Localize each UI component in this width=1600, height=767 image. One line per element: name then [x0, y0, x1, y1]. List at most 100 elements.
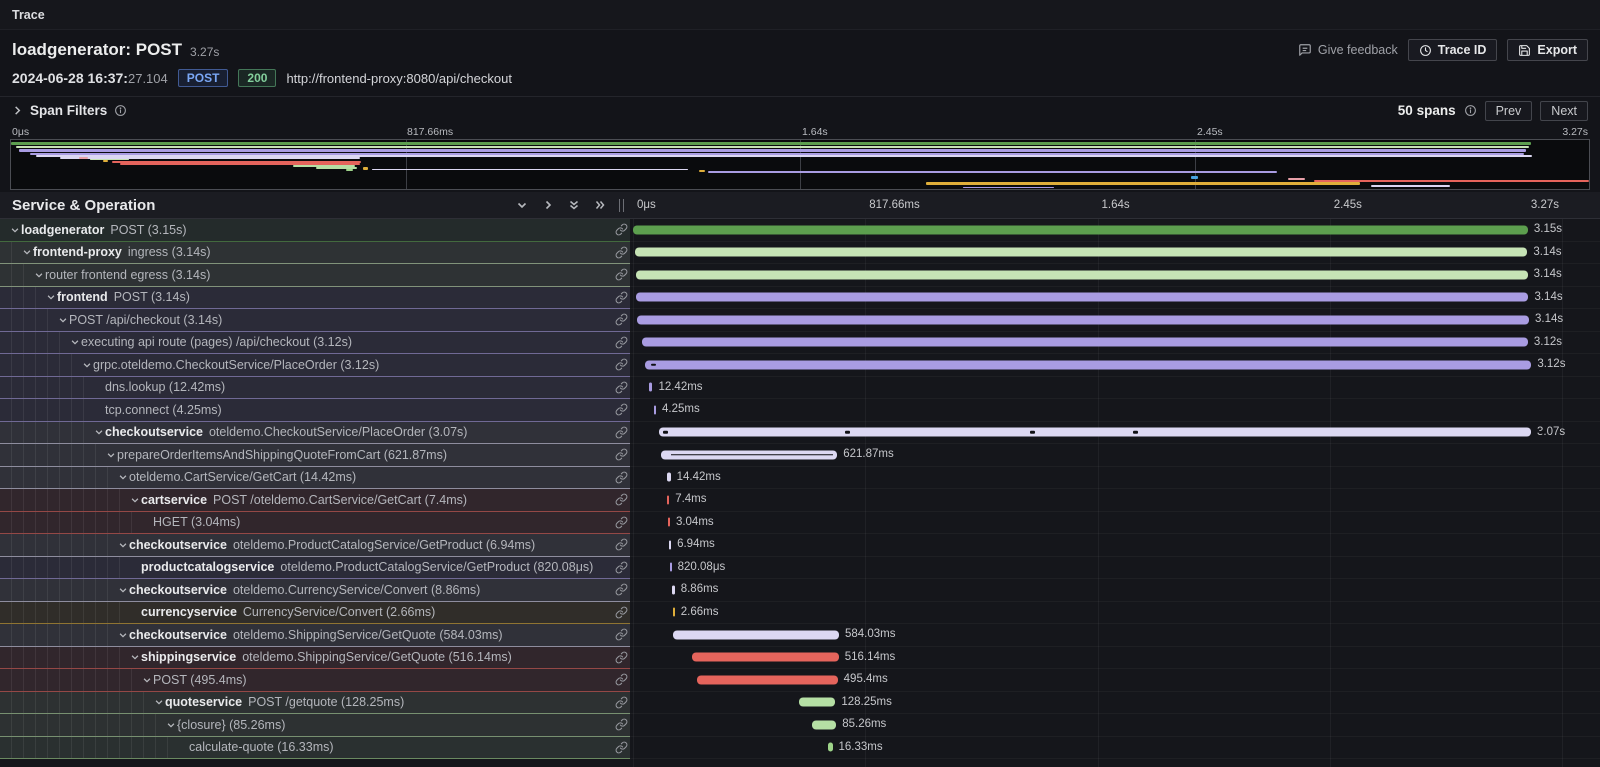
- chevron-down-icon[interactable]: [117, 540, 129, 550]
- span-bar[interactable]: [633, 225, 1528, 234]
- span-bar-cell[interactable]: 3.15s: [630, 219, 1600, 242]
- span-bar-cell[interactable]: 2.66ms: [630, 602, 1600, 625]
- span-link-icon[interactable]: [612, 512, 630, 535]
- span-name-cell[interactable]: POST /api/checkout (3.14s): [0, 309, 612, 332]
- span-link-icon[interactable]: [612, 287, 630, 310]
- chevron-down-icon[interactable]: [57, 315, 69, 325]
- span-link-icon[interactable]: [612, 602, 630, 625]
- span-name-cell[interactable]: router frontend egress (3.14s): [0, 264, 612, 287]
- span-bar[interactable]: [645, 360, 1531, 369]
- span-name-cell[interactable]: dns.lookup (12.42ms): [0, 377, 612, 400]
- chevron-down-icon[interactable]: [165, 720, 177, 730]
- span-row[interactable]: cartservicePOST /oteldemo.CartService/Ge…: [0, 489, 1600, 512]
- span-link-icon[interactable]: [612, 242, 630, 265]
- span-row[interactable]: oteldemo.CartService/GetCart (14.42ms) 14…: [0, 467, 1600, 490]
- span-name-cell[interactable]: quoteservicePOST /getquote (128.25ms): [0, 692, 612, 715]
- span-bar-cell[interactable]: 16.33ms: [630, 737, 1600, 760]
- expand-one-icon[interactable]: [542, 199, 554, 211]
- span-bar-cell[interactable]: 495.4ms: [630, 669, 1600, 692]
- span-bar-cell[interactable]: 3.14s: [630, 309, 1600, 332]
- span-bar[interactable]: [697, 675, 838, 684]
- span-bar[interactable]: [654, 405, 656, 414]
- collapse-all-icon[interactable]: [568, 199, 580, 211]
- chevron-down-icon[interactable]: [9, 225, 21, 235]
- info-icon[interactable]: [1464, 104, 1477, 117]
- span-bar[interactable]: [673, 608, 675, 617]
- span-bar-cell[interactable]: 3.14s: [630, 264, 1600, 287]
- chevron-down-icon[interactable]: [69, 337, 81, 347]
- span-name-cell[interactable]: prepareOrderItemsAndShippingQuoteFromCar…: [0, 444, 612, 467]
- span-name-cell[interactable]: executing api route (pages) /api/checkou…: [0, 332, 612, 355]
- span-bar[interactable]: [636, 270, 1528, 279]
- span-bar-cell[interactable]: 85.26ms: [630, 714, 1600, 737]
- trace-id-button[interactable]: Trace ID: [1408, 39, 1498, 61]
- span-name-cell[interactable]: {closure} (85.26ms): [0, 714, 612, 737]
- span-name-cell[interactable]: grpc.oteldemo.CheckoutService/PlaceOrder…: [0, 354, 612, 377]
- span-row[interactable]: POST /api/checkout (3.14s) 3.14s: [0, 309, 1600, 332]
- span-row[interactable]: executing api route (pages) /api/checkou…: [0, 332, 1600, 355]
- span-row[interactable]: shippingserviceoteldemo.ShippingService/…: [0, 647, 1600, 670]
- span-bar[interactable]: [667, 495, 669, 504]
- span-bar[interactable]: [649, 383, 653, 392]
- span-bar[interactable]: [828, 743, 833, 752]
- span-bar-cell[interactable]: 3.12s: [630, 354, 1600, 377]
- span-link-icon[interactable]: [612, 467, 630, 490]
- span-name-cell[interactable]: currencyserviceCurrencyService/Convert (…: [0, 602, 612, 625]
- span-link-icon[interactable]: [612, 332, 630, 355]
- span-bar-cell[interactable]: 820.08μs: [630, 557, 1600, 580]
- chevron-down-icon[interactable]: [21, 247, 33, 257]
- span-name-cell[interactable]: productcatalogserviceoteldemo.ProductCat…: [0, 557, 612, 580]
- span-link-icon[interactable]: [612, 444, 630, 467]
- span-bar[interactable]: [670, 563, 672, 572]
- span-name-cell[interactable]: POST (495.4ms): [0, 669, 612, 692]
- span-name-cell[interactable]: checkoutserviceoteldemo.CheckoutService/…: [0, 422, 612, 445]
- export-button[interactable]: Export: [1507, 39, 1588, 61]
- span-name-cell[interactable]: oteldemo.CartService/GetCart (14.42ms): [0, 467, 612, 490]
- span-bar-cell[interactable]: 14.42ms: [630, 467, 1600, 490]
- span-bar[interactable]: [669, 540, 671, 549]
- span-row[interactable]: checkoutserviceoteldemo.ShippingService/…: [0, 624, 1600, 647]
- minimap-canvas[interactable]: [10, 139, 1590, 190]
- expand-all-icon[interactable]: [594, 199, 606, 211]
- chevron-down-icon[interactable]: [33, 270, 45, 280]
- span-bar[interactable]: [812, 720, 836, 729]
- span-bar[interactable]: [635, 248, 1527, 257]
- chevron-down-icon[interactable]: [81, 360, 93, 370]
- span-link-icon[interactable]: [612, 692, 630, 715]
- span-bar-cell[interactable]: 3.12s: [630, 332, 1600, 355]
- span-row[interactable]: grpc.oteldemo.CheckoutService/PlaceOrder…: [0, 354, 1600, 377]
- span-row[interactable]: tcp.connect (4.25ms)4.25ms: [0, 399, 1600, 422]
- span-bar-cell[interactable]: 6.94ms: [630, 534, 1600, 557]
- span-name-cell[interactable]: calculate-quote (16.33ms): [0, 737, 612, 760]
- chevron-down-icon[interactable]: [117, 630, 129, 640]
- prev-button[interactable]: Prev: [1485, 101, 1533, 121]
- span-bar-cell[interactable]: 12.42ms: [630, 377, 1600, 400]
- span-link-icon[interactable]: [612, 219, 630, 242]
- span-link-icon[interactable]: [612, 422, 630, 445]
- span-bar-cell[interactable]: 7.4ms: [630, 489, 1600, 512]
- chevron-down-icon[interactable]: [129, 652, 141, 662]
- span-link-icon[interactable]: [612, 489, 630, 512]
- span-link-icon[interactable]: [612, 377, 630, 400]
- chevron-down-icon[interactable]: [117, 585, 129, 595]
- span-link-icon[interactable]: [612, 309, 630, 332]
- span-link-icon[interactable]: [612, 354, 630, 377]
- column-resizer[interactable]: [612, 192, 630, 218]
- span-row[interactable]: loadgeneratorPOST (3.15s)3.15s: [0, 219, 1600, 242]
- span-link-icon[interactable]: [612, 647, 630, 670]
- span-name-cell[interactable]: cartservicePOST /oteldemo.CartService/Ge…: [0, 489, 612, 512]
- span-row[interactable]: checkoutserviceoteldemo.ProductCatalogSe…: [0, 534, 1600, 557]
- span-name-cell[interactable]: frontendPOST (3.14s): [0, 287, 612, 310]
- span-link-icon[interactable]: [612, 399, 630, 422]
- span-row[interactable]: {closure} (85.26ms) 85.26ms: [0, 714, 1600, 737]
- span-bar-cell[interactable]: 516.14ms: [630, 647, 1600, 670]
- span-name-cell[interactable]: checkoutserviceoteldemo.ProductCatalogSe…: [0, 534, 612, 557]
- span-bar[interactable]: [668, 518, 670, 527]
- span-bar-cell[interactable]: 584.03ms: [630, 624, 1600, 647]
- span-row[interactable]: calculate-quote (16.33ms) 16.33ms: [0, 737, 1600, 760]
- span-name-cell[interactable]: checkoutserviceoteldemo.CurrencyService/…: [0, 579, 612, 602]
- span-name-cell[interactable]: checkoutserviceoteldemo.ShippingService/…: [0, 624, 612, 647]
- span-link-icon[interactable]: [612, 737, 630, 760]
- span-bar[interactable]: [659, 428, 1531, 437]
- span-link-icon[interactable]: [612, 264, 630, 287]
